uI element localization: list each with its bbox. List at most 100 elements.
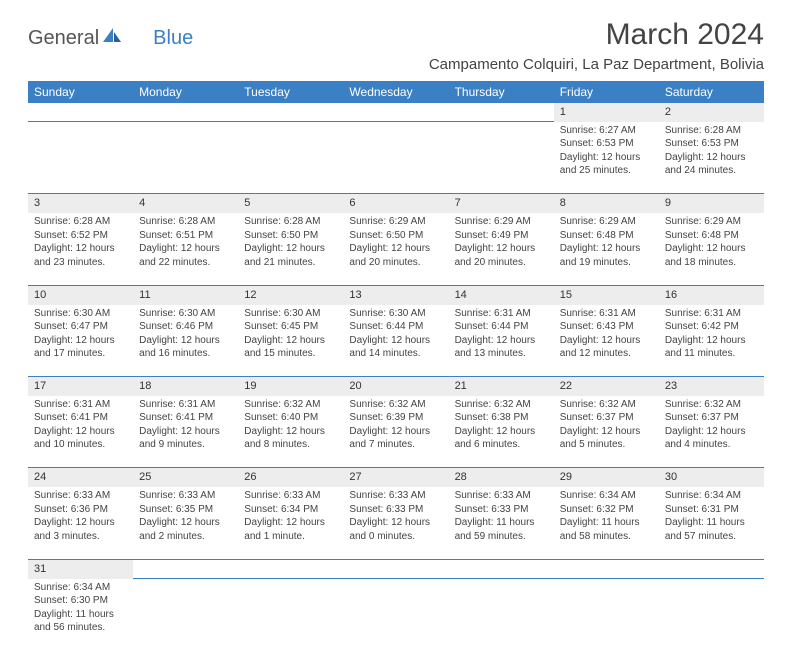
day-number: [659, 559, 764, 578]
day-detail-line: Sunset: 6:44 PM: [455, 320, 548, 334]
day-number: 28: [449, 468, 554, 487]
day-cell: [449, 122, 554, 194]
day-detail-line: Sunset: 6:38 PM: [455, 411, 548, 425]
day-number: [133, 559, 238, 578]
title-block: March 2024 Campamento Colquiri, La Paz D…: [429, 18, 764, 79]
day-detail-line: Daylight: 12 hours: [665, 425, 758, 439]
day-number: [343, 559, 448, 578]
day-detail-line: Sunrise: 6:30 AM: [139, 307, 232, 321]
day-detail-line: Sunrise: 6:34 AM: [560, 489, 653, 503]
day-detail-line: Daylight: 12 hours: [665, 334, 758, 348]
day-content-row: Sunrise: 6:27 AMSunset: 6:53 PMDaylight:…: [28, 122, 764, 194]
day-cell: [238, 122, 343, 194]
day-cell: Sunrise: 6:33 AMSunset: 6:33 PMDaylight:…: [449, 487, 554, 559]
day-details: Sunrise: 6:28 AMSunset: 6:53 PMDaylight:…: [659, 122, 764, 182]
day-detail-line: Sunset: 6:50 PM: [244, 229, 337, 243]
weekday-header: Tuesday: [238, 81, 343, 103]
day-details: Sunrise: 6:30 AMSunset: 6:47 PMDaylight:…: [28, 305, 133, 365]
day-detail-line: Daylight: 12 hours: [560, 334, 653, 348]
daynum-row: 10111213141516: [28, 285, 764, 304]
day-detail-line: Sunrise: 6:30 AM: [34, 307, 127, 321]
day-number: 6: [343, 194, 448, 213]
day-detail-line: Daylight: 12 hours: [139, 425, 232, 439]
day-detail-line: and 20 minutes.: [455, 256, 548, 270]
day-cell: Sunrise: 6:32 AMSunset: 6:39 PMDaylight:…: [343, 396, 448, 468]
day-detail-line: Sunset: 6:41 PM: [34, 411, 127, 425]
day-cell: Sunrise: 6:29 AMSunset: 6:48 PMDaylight:…: [554, 213, 659, 285]
day-detail-line: Sunrise: 6:33 AM: [349, 489, 442, 503]
day-number: [449, 103, 554, 122]
day-number: 12: [238, 285, 343, 304]
day-detail-line: Sunset: 6:51 PM: [139, 229, 232, 243]
day-number: 20: [343, 377, 448, 396]
day-detail-line: Daylight: 12 hours: [455, 242, 548, 256]
day-detail-line: and 6 minutes.: [455, 438, 548, 452]
day-detail-line: Sunrise: 6:32 AM: [244, 398, 337, 412]
day-detail-line: and 7 minutes.: [349, 438, 442, 452]
day-detail-line: Sunset: 6:44 PM: [349, 320, 442, 334]
day-cell: [28, 122, 133, 194]
weekday-header: Thursday: [449, 81, 554, 103]
day-cell: Sunrise: 6:31 AMSunset: 6:42 PMDaylight:…: [659, 305, 764, 377]
day-detail-line: Daylight: 12 hours: [139, 516, 232, 530]
day-detail-line: and 15 minutes.: [244, 347, 337, 361]
day-cell: Sunrise: 6:29 AMSunset: 6:49 PMDaylight:…: [449, 213, 554, 285]
day-details: Sunrise: 6:29 AMSunset: 6:48 PMDaylight:…: [659, 213, 764, 273]
day-detail-line: Sunset: 6:32 PM: [560, 503, 653, 517]
day-detail-line: Daylight: 12 hours: [34, 425, 127, 439]
day-cell: Sunrise: 6:30 AMSunset: 6:46 PMDaylight:…: [133, 305, 238, 377]
day-detail-line: Sunset: 6:52 PM: [34, 229, 127, 243]
day-detail-line: Sunrise: 6:30 AM: [349, 307, 442, 321]
day-detail-line: Sunset: 6:48 PM: [560, 229, 653, 243]
day-detail-line: Sunset: 6:53 PM: [560, 137, 653, 151]
day-detail-line: Sunset: 6:48 PM: [665, 229, 758, 243]
day-content-row: Sunrise: 6:34 AMSunset: 6:30 PMDaylight:…: [28, 579, 764, 651]
day-detail-line: Daylight: 12 hours: [455, 334, 548, 348]
logo-sail-icon: [101, 26, 123, 50]
day-number: [28, 103, 133, 122]
day-detail-line: Sunrise: 6:33 AM: [244, 489, 337, 503]
day-number: [133, 103, 238, 122]
day-cell: Sunrise: 6:31 AMSunset: 6:43 PMDaylight:…: [554, 305, 659, 377]
weekday-header: Friday: [554, 81, 659, 103]
day-detail-line: Sunset: 6:33 PM: [455, 503, 548, 517]
day-detail-line: Sunset: 6:30 PM: [34, 594, 127, 608]
day-detail-line: and 9 minutes.: [139, 438, 232, 452]
day-detail-line: and 1 minute.: [244, 530, 337, 544]
day-detail-line: Sunrise: 6:31 AM: [560, 307, 653, 321]
day-details: Sunrise: 6:33 AMSunset: 6:34 PMDaylight:…: [238, 487, 343, 547]
day-details: Sunrise: 6:34 AMSunset: 6:32 PMDaylight:…: [554, 487, 659, 547]
day-detail-line: Daylight: 11 hours: [34, 608, 127, 622]
day-cell: Sunrise: 6:30 AMSunset: 6:44 PMDaylight:…: [343, 305, 448, 377]
day-detail-line: Sunset: 6:53 PM: [665, 137, 758, 151]
day-cell: Sunrise: 6:33 AMSunset: 6:33 PMDaylight:…: [343, 487, 448, 559]
day-number: 7: [449, 194, 554, 213]
day-cell: Sunrise: 6:31 AMSunset: 6:44 PMDaylight:…: [449, 305, 554, 377]
day-detail-line: and 11 minutes.: [665, 347, 758, 361]
day-detail-line: Sunset: 6:31 PM: [665, 503, 758, 517]
daynum-row: 31: [28, 559, 764, 578]
day-number: 9: [659, 194, 764, 213]
day-details: Sunrise: 6:31 AMSunset: 6:44 PMDaylight:…: [449, 305, 554, 365]
day-number: [449, 559, 554, 578]
day-details: Sunrise: 6:31 AMSunset: 6:42 PMDaylight:…: [659, 305, 764, 365]
day-detail-line: Sunrise: 6:33 AM: [34, 489, 127, 503]
day-cell: Sunrise: 6:34 AMSunset: 6:31 PMDaylight:…: [659, 487, 764, 559]
day-detail-line: and 20 minutes.: [349, 256, 442, 270]
day-detail-line: and 0 minutes.: [349, 530, 442, 544]
day-cell: Sunrise: 6:30 AMSunset: 6:47 PMDaylight:…: [28, 305, 133, 377]
day-detail-line: Sunrise: 6:32 AM: [560, 398, 653, 412]
day-detail-line: Daylight: 12 hours: [349, 334, 442, 348]
day-cell: Sunrise: 6:31 AMSunset: 6:41 PMDaylight:…: [133, 396, 238, 468]
day-detail-line: Sunset: 6:49 PM: [455, 229, 548, 243]
day-details: Sunrise: 6:31 AMSunset: 6:41 PMDaylight:…: [133, 396, 238, 456]
day-detail-line: Daylight: 12 hours: [34, 516, 127, 530]
day-detail-line: and 56 minutes.: [34, 621, 127, 635]
day-number: 4: [133, 194, 238, 213]
day-detail-line: and 13 minutes.: [455, 347, 548, 361]
day-cell: Sunrise: 6:34 AMSunset: 6:30 PMDaylight:…: [28, 579, 133, 651]
day-cell: [133, 579, 238, 651]
day-number: 2: [659, 103, 764, 122]
day-number: 8: [554, 194, 659, 213]
day-details: Sunrise: 6:30 AMSunset: 6:46 PMDaylight:…: [133, 305, 238, 365]
